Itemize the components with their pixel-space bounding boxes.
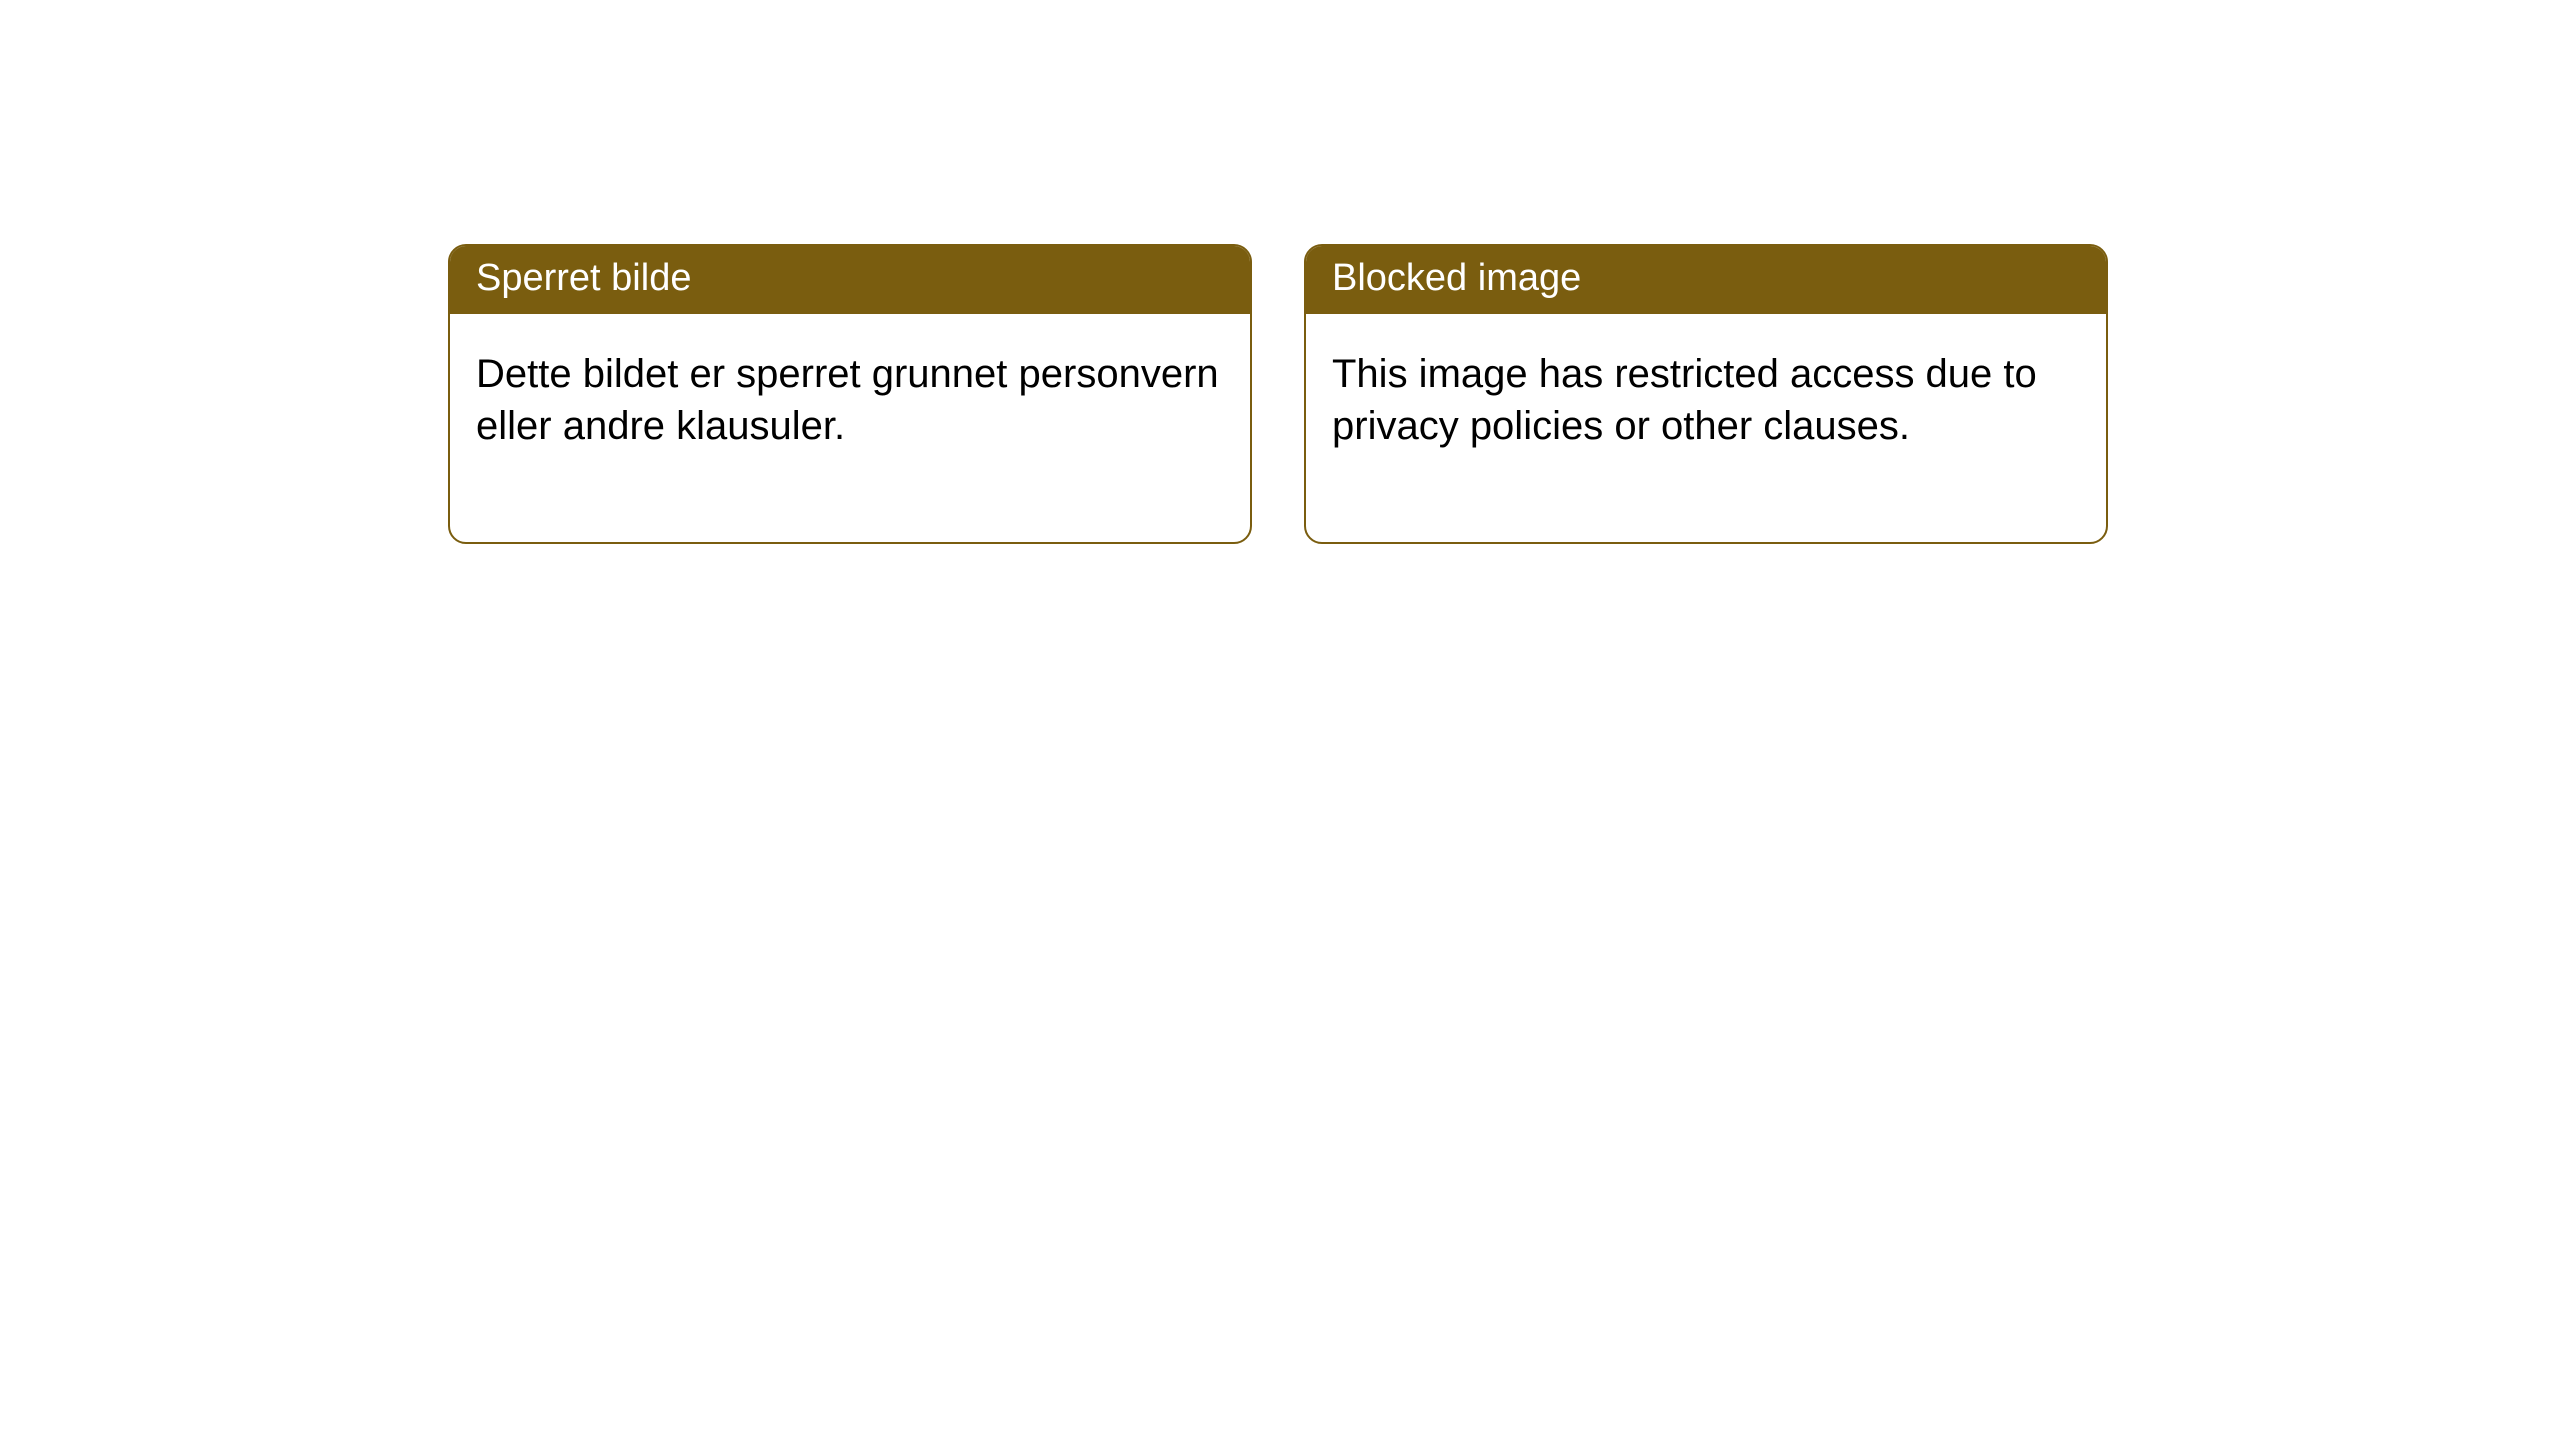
notice-container: Sperret bilde Dette bildet er sperret gr… — [448, 244, 2108, 544]
notice-header: Blocked image — [1306, 246, 2106, 314]
notice-card-norwegian: Sperret bilde Dette bildet er sperret gr… — [448, 244, 1252, 544]
notice-header: Sperret bilde — [450, 246, 1250, 314]
notice-body: This image has restricted access due to … — [1306, 314, 2106, 542]
notice-card-english: Blocked image This image has restricted … — [1304, 244, 2108, 544]
notice-body: Dette bildet er sperret grunnet personve… — [450, 314, 1250, 542]
